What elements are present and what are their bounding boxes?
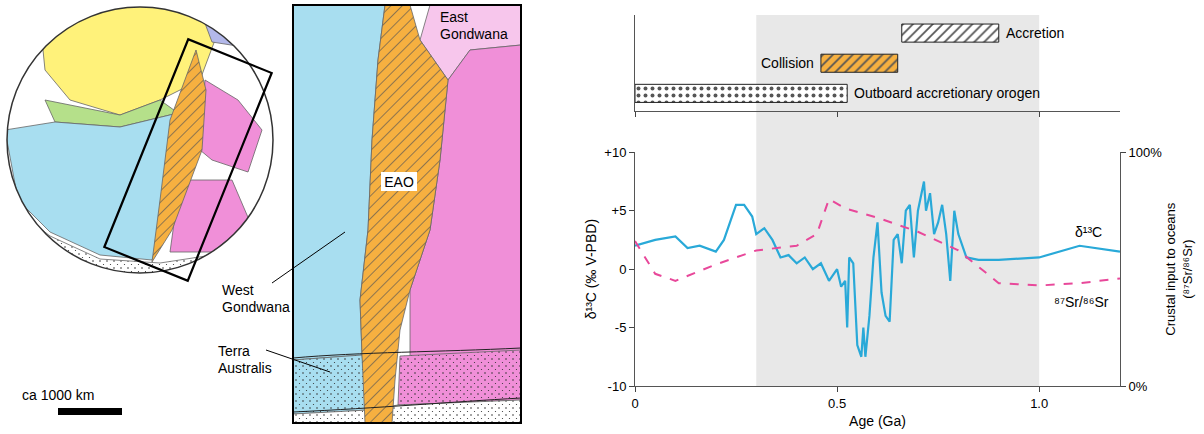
svg-text:δ¹³C: δ¹³C: [1075, 224, 1102, 240]
svg-text:-10: -10: [608, 379, 627, 394]
svg-text:TerraAustralis: TerraAustralis: [218, 343, 272, 376]
svg-text:EAO: EAO: [384, 174, 414, 190]
svg-text:0.5: 0.5: [828, 396, 846, 411]
svg-text:⁸⁷Sr/⁸⁶Sr: ⁸⁷Sr/⁸⁶Sr: [1054, 294, 1109, 310]
svg-text:Age (Ga): Age (Ga): [849, 413, 906, 429]
svg-text:ca 1000 km: ca 1000 km: [22, 387, 94, 403]
svg-text:Collision: Collision: [761, 55, 814, 71]
svg-text:Outboard accretionary orogen: Outboard accretionary orogen: [854, 85, 1040, 101]
svg-text:WestGondwana: WestGondwana: [222, 282, 290, 315]
svg-text:0%: 0%: [1129, 379, 1148, 394]
svg-text:+5: +5: [612, 203, 627, 218]
svg-text:δ¹³C (‰ V-PBD): δ¹³C (‰ V-PBD): [583, 219, 599, 319]
svg-text:0: 0: [619, 262, 626, 277]
svg-text:0: 0: [631, 396, 638, 411]
svg-text:Accretion: Accretion: [1006, 25, 1064, 41]
svg-text:1.0: 1.0: [1030, 396, 1048, 411]
svg-text:+10: +10: [604, 145, 626, 160]
svg-text:100%: 100%: [1129, 145, 1163, 160]
svg-text:Crustal input to oceans(⁸⁷Sr/⁸: Crustal input to oceans(⁸⁷Sr/⁸⁶Sr): [1163, 202, 1195, 335]
svg-text:-5: -5: [615, 320, 627, 335]
svg-text:EastGondwana: EastGondwana: [440, 9, 508, 42]
